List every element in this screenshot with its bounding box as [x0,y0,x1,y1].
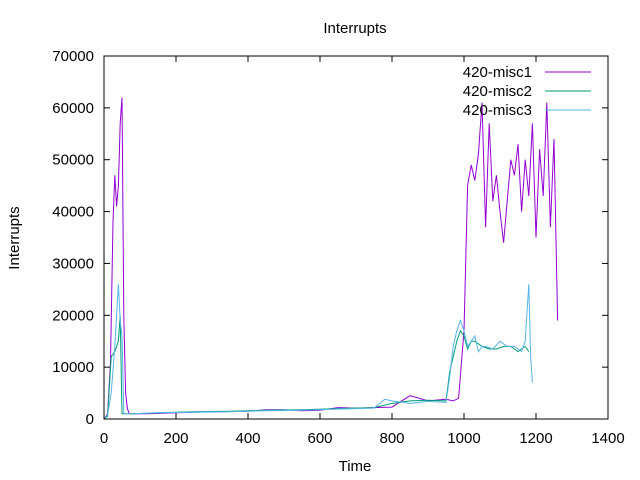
y-tick-label: 40000 [52,204,94,221]
x-tick-label: 200 [163,430,188,447]
axis-ticks: 0 200 400 600 800 1000 1200 1400 0 10000 20000 3000… [52,48,624,447]
x-tick-label: 400 [235,430,260,447]
y-tick-label: 50000 [52,152,94,169]
chart-title: Interrupts [323,20,386,37]
y-tick-label: 30000 [52,255,94,272]
legend-label: 420-misc2 [463,83,532,100]
x-tick-label: 1400 [591,430,624,447]
x-tick-label: 800 [379,430,404,447]
x-tick-label: 600 [307,430,332,447]
y-tick-label: 0 [86,411,94,428]
x-tick-label: 1000 [447,430,480,447]
y-tick-label: 70000 [52,48,94,65]
legend-label: 420-misc1 [463,64,532,81]
x-tick-label: 1200 [519,430,552,447]
legend: 420-misc1 420-misc2 420-misc3 [463,64,591,119]
series-line-420-misc1 [103,97,559,420]
legend-label: 420-misc3 [463,102,532,119]
series-line-420-misc2 [103,315,530,420]
y-tick-label: 20000 [52,307,94,324]
plot-frame [103,55,609,420]
plot-area [103,97,559,420]
y-tick-label: 60000 [52,100,94,117]
y-axis-label: Interrupts [6,206,23,269]
x-axis-label: Time [339,458,372,475]
y-tick-label: 10000 [52,359,94,376]
x-tick-label: 0 [100,430,108,447]
series-line-420-misc3 [103,284,533,420]
